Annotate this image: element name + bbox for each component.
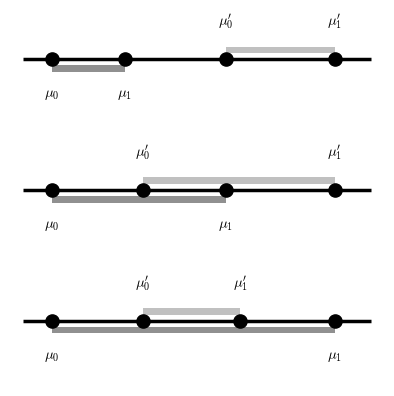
Point: [332, 318, 338, 324]
Point: [223, 187, 229, 193]
Point: [332, 187, 338, 193]
Text: $\mu_0'$: $\mu_0'$: [135, 273, 151, 293]
Point: [223, 56, 229, 63]
Bar: [143, 177, 335, 184]
Bar: [52, 196, 226, 203]
Point: [121, 56, 128, 63]
Point: [49, 56, 55, 63]
Text: $\mu_1$: $\mu_1$: [327, 349, 342, 364]
Text: $\mu_1$: $\mu_1$: [218, 218, 234, 233]
Bar: [52, 65, 125, 72]
Point: [49, 187, 55, 193]
Text: $\mu_0$: $\mu_0$: [44, 88, 60, 103]
Text: $\mu_1$: $\mu_1$: [117, 88, 132, 103]
Text: $\mu_0'$: $\mu_0'$: [218, 11, 234, 31]
Text: $\mu_1'$: $\mu_1'$: [327, 142, 342, 162]
Text: $\mu_1'$: $\mu_1'$: [233, 273, 248, 293]
Point: [49, 318, 55, 324]
Text: $\mu_1'$: $\mu_1'$: [327, 11, 342, 31]
Bar: [226, 47, 335, 53]
Point: [332, 56, 338, 63]
Text: $\mu_0$: $\mu_0$: [44, 349, 60, 364]
Bar: [52, 327, 335, 333]
Point: [139, 187, 146, 193]
Text: $\mu_0$: $\mu_0$: [44, 218, 60, 233]
Point: [237, 318, 243, 324]
Text: $\mu_0'$: $\mu_0'$: [135, 142, 151, 162]
Point: [139, 318, 146, 324]
Bar: [143, 308, 240, 315]
